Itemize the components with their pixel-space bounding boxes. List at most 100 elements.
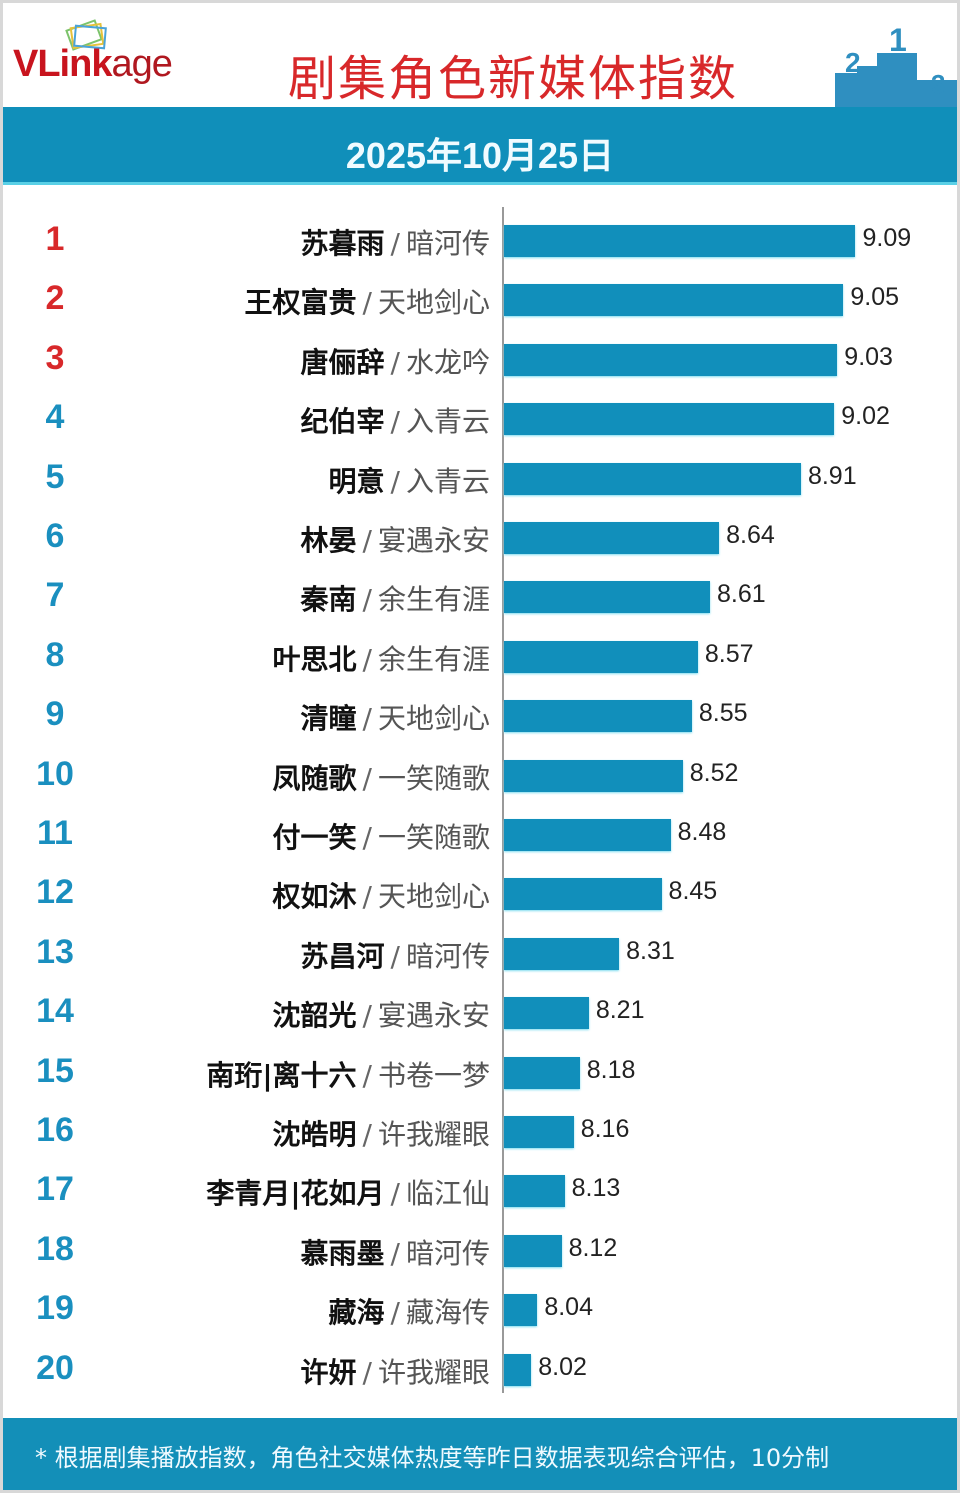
value-bar (504, 284, 844, 317)
role-name: 沈皓明 (272, 1118, 357, 1151)
value-label: 8.02 (538, 1352, 587, 1381)
show-name: 暗河传 (405, 1236, 490, 1270)
value-bar (504, 1294, 538, 1327)
role-name: 权如沐 (272, 880, 357, 914)
separator: / (362, 761, 372, 795)
value-label: 8.48 (677, 818, 727, 846)
role-label: 南珩|离十六 / 书卷一梦 (206, 1054, 490, 1094)
separator: / (362, 1355, 372, 1389)
value-label: 8.55 (698, 699, 748, 728)
rank-number: 1 (45, 220, 65, 258)
value-label: 8.57 (704, 639, 754, 668)
value-bar (504, 225, 856, 257)
role-name: 明意 (328, 464, 385, 498)
rank-number: 10 (36, 754, 74, 793)
separator: / (390, 464, 400, 498)
rank-number: 17 (36, 1170, 74, 1209)
show-name: 临江仙 (405, 1177, 490, 1211)
value-label: 8.64 (726, 521, 775, 549)
rank-number: 8 (45, 635, 65, 674)
separator: / (390, 345, 400, 379)
role-label: 权如沐 / 天地剑心 (273, 875, 490, 915)
show-name: 藏海传 (405, 1296, 490, 1330)
show-name: 许我耀眼 (377, 1118, 490, 1151)
value-bar (504, 1175, 565, 1208)
role-name: 许妍 (300, 1355, 357, 1389)
separator: / (390, 1296, 400, 1330)
ranking-row: 17 李青月|花如月 / 临江仙 8.13 (0, 1158, 960, 1217)
separator: / (390, 939, 400, 973)
value-label: 9.03 (844, 342, 893, 371)
value-bar (504, 997, 589, 1030)
ranking-row: 3 唐俪辞 / 水龙吟 9.03 (0, 327, 960, 386)
show-name: 天地剑心 (377, 702, 490, 736)
rank-number: 20 (36, 1348, 74, 1387)
ranking-row: 14 沈韶光 / 宴遇永安 8.21 (0, 980, 960, 1039)
ranking-row: 15 南珩|离十六 / 书卷一梦 8.18 (0, 1040, 960, 1099)
podium-icon: 2 1 3 (835, 22, 957, 110)
ranking-row: 9 清瞳 / 天地剑心 8.55 (0, 683, 960, 742)
role-name: 李青月|花如月 (206, 1177, 385, 1211)
rank-number: 7 (45, 576, 65, 615)
show-name: 宴遇永安 (377, 524, 490, 557)
value-label: 8.04 (544, 1293, 593, 1322)
show-name: 余生有涯 (377, 642, 490, 676)
role-name: 唐俪辞 (300, 345, 385, 379)
role-name: 藏海 (328, 1296, 385, 1330)
rank-number: 9 (45, 695, 65, 734)
svg-text:1: 1 (889, 22, 907, 58)
role-name: 林晏 (300, 524, 357, 557)
value-bar (504, 1116, 574, 1148)
role-label: 唐俪辞 / 水龙吟 (301, 341, 490, 381)
ranking-row: 8 叶思北 / 余生有涯 8.57 (0, 624, 960, 683)
role-label: 王权富贵 / 天地剑心 (245, 281, 490, 321)
value-label: 8.91 (807, 461, 857, 490)
role-label: 叶思北 / 余生有涯 (273, 638, 490, 678)
rank-number: 11 (37, 814, 73, 852)
rank-number: 4 (45, 398, 65, 437)
show-name: 入青云 (405, 405, 490, 439)
value-bar (504, 1234, 562, 1267)
value-bar (504, 759, 683, 792)
show-name: 宴遇永安 (377, 999, 490, 1033)
rank-number: 2 (45, 279, 65, 318)
role-label: 凤随歌 / 一笑随歌 (273, 757, 490, 797)
rank-number: 15 (36, 1051, 74, 1090)
show-name: 暗河传 (405, 227, 490, 260)
rank-number: 13 (36, 932, 74, 971)
separator: / (362, 286, 372, 320)
role-label: 明意 / 入青云 (329, 460, 490, 500)
ranking-row: 5 明意 / 入青云 8.91 (0, 446, 960, 505)
separator: / (362, 880, 372, 914)
show-name: 余生有涯 (377, 583, 490, 617)
role-name: 苏暮雨 (300, 227, 385, 260)
role-label: 慕雨墨 / 暗河传 (301, 1232, 490, 1272)
separator: / (362, 642, 372, 676)
svg-text:2: 2 (845, 47, 861, 78)
show-name: 水龙吟 (405, 345, 490, 379)
separator: / (390, 1236, 400, 1270)
value-bar (504, 640, 698, 673)
role-label: 林晏 / 宴遇永安 (301, 519, 490, 559)
footnote: * 根据剧集播放指数，角色社交媒体热度等昨日数据表现综合评估，10分制 (35, 1444, 830, 1472)
header: VLinkage 剧集角色新媒体指数 2 1 3 (3, 3, 957, 110)
value-bar (504, 522, 720, 554)
rank-number: 12 (36, 873, 74, 912)
value-bar (504, 1353, 532, 1386)
value-bar (504, 819, 671, 851)
value-label: 9.09 (862, 224, 912, 252)
rank-number: 18 (36, 1229, 74, 1268)
show-name: 暗河传 (405, 939, 490, 973)
value-bar (504, 700, 692, 733)
y-axis-line (502, 207, 504, 1393)
role-name: 凤随歌 (272, 761, 357, 795)
value-label: 8.31 (626, 936, 675, 965)
value-label: 8.21 (595, 996, 645, 1025)
value-bar (504, 403, 835, 436)
role-label: 秦南 / 余生有涯 (301, 578, 490, 618)
separator: / (362, 702, 372, 736)
role-label: 清瞳 / 天地剑心 (301, 697, 490, 737)
value-label: 9.05 (850, 283, 900, 312)
separator: / (390, 227, 400, 260)
